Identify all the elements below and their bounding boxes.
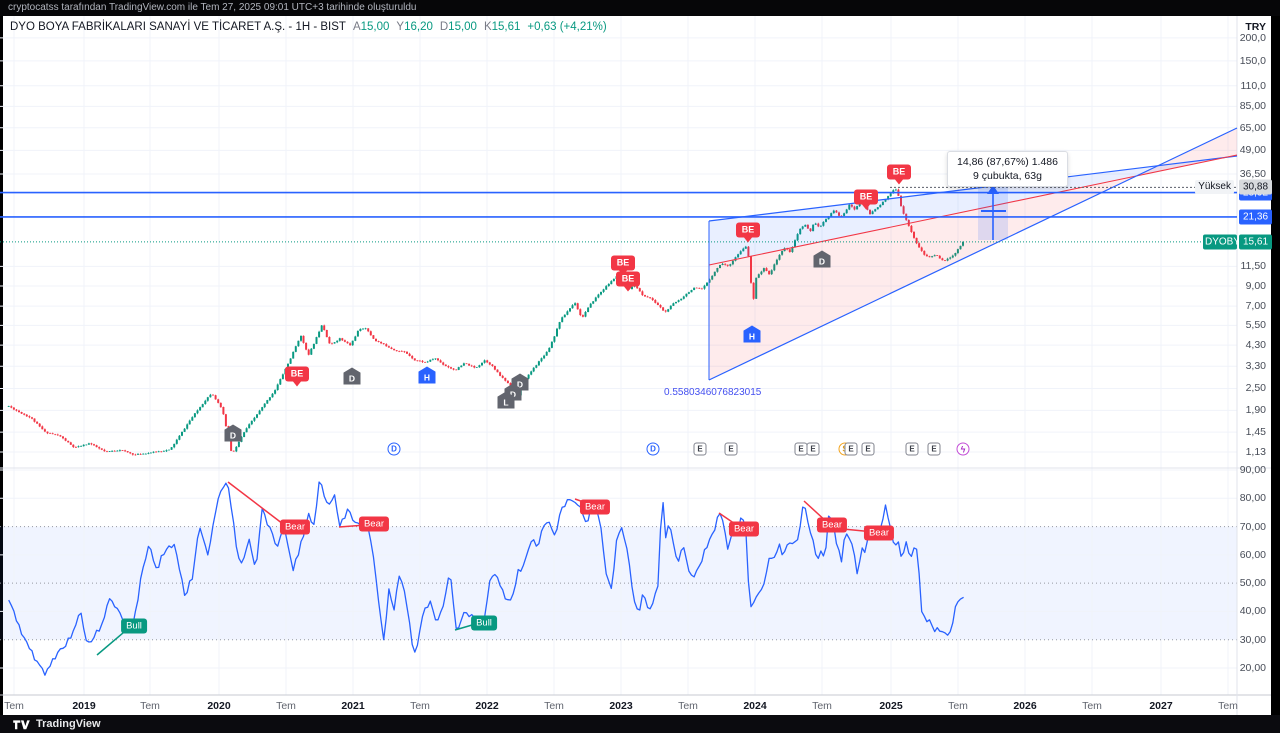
rsi-band [0, 526, 1237, 640]
close-value: 15,61 [491, 21, 521, 33]
attribution-bar: cryptocatss tarafından TradingView.com i… [0, 0, 1280, 16]
projection-arrow-head [987, 185, 999, 194]
open-value: 15,00 [360, 21, 390, 33]
measure-tooltip-line1: 14,86 (87,67%) 1.486 [957, 156, 1058, 168]
tradingview-logo-icon[interactable] [12, 718, 31, 731]
symbol-title[interactable]: DYO BOYA FABRİKALARI SANAYİ VE TİCARET A… [10, 21, 346, 33]
bear-divergence-line[interactable] [227, 481, 284, 525]
footer-brand[interactable]: TradingView [36, 718, 101, 730]
open-label: A [352, 21, 361, 33]
symbol-legend[interactable]: DYO BOYA FABRİKALARI SANAYİ VE TİCARET A… [10, 21, 607, 33]
change-value: +0,63 (+4,21%) [527, 21, 607, 33]
attribution-text: cryptocatss tarafından TradingView.com i… [8, 2, 417, 13]
chart-background[interactable] [3, 16, 1271, 715]
wedge-top-line[interactable] [708, 155, 1238, 222]
measure-tooltip-line2: 9 çubukta, 63g [973, 170, 1042, 182]
close-label: K [483, 21, 492, 33]
currency-label: TRY [1245, 21, 1266, 33]
measure-tooltip: 14,86 (87,67%) 1.486 9 çubukta, 63g [947, 151, 1068, 187]
high-label: Y [396, 21, 405, 33]
ratio-label: 0.5580346076823015 [664, 387, 762, 398]
high-value: 16,20 [404, 21, 433, 33]
wedge-bottom-line[interactable] [708, 127, 1238, 381]
wedge-mid-line[interactable] [708, 154, 1238, 266]
rsi-line [8, 481, 964, 676]
low-label: D [439, 21, 449, 33]
low-value: 15,00 [448, 21, 477, 33]
footer-bar: TradingView [0, 715, 1280, 733]
